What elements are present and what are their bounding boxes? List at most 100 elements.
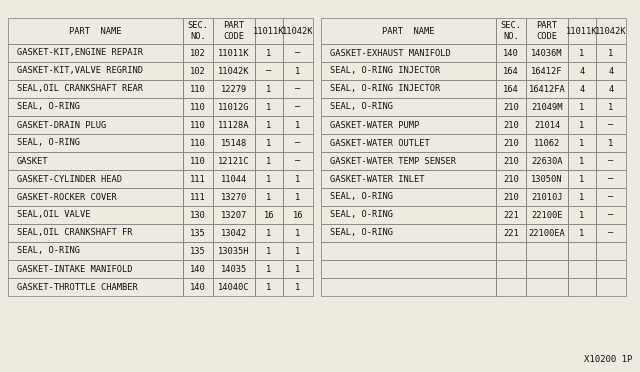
Bar — [321, 134, 496, 152]
Text: GASKET-WATER OUTLET: GASKET-WATER OUTLET — [330, 138, 429, 148]
Text: –: – — [296, 84, 301, 93]
Bar — [596, 278, 626, 296]
Bar — [255, 170, 283, 188]
Text: PART  NAME: PART NAME — [69, 26, 122, 35]
Bar — [255, 188, 283, 206]
Bar — [8, 260, 183, 278]
Text: 210: 210 — [503, 121, 519, 129]
Bar — [596, 18, 626, 44]
Text: GASKET-THROTTLE CHAMBER: GASKET-THROTTLE CHAMBER — [17, 282, 138, 292]
Text: 1: 1 — [579, 48, 584, 58]
Text: 15148: 15148 — [221, 138, 247, 148]
Text: 1: 1 — [579, 211, 584, 219]
Bar — [8, 170, 183, 188]
Bar — [8, 116, 183, 134]
Bar — [568, 260, 596, 278]
Text: 21014: 21014 — [534, 121, 560, 129]
Bar — [321, 260, 496, 278]
Text: SEAL, O-RING: SEAL, O-RING — [330, 103, 393, 112]
Text: GASKET-DRAIN PLUG: GASKET-DRAIN PLUG — [17, 121, 106, 129]
Bar — [8, 206, 183, 224]
Bar — [596, 224, 626, 242]
Text: 210: 210 — [503, 174, 519, 183]
Text: 1: 1 — [266, 264, 271, 273]
Bar — [526, 134, 568, 152]
Bar — [526, 188, 568, 206]
Bar — [568, 134, 596, 152]
Text: 1: 1 — [266, 157, 271, 166]
Text: 22630A: 22630A — [531, 157, 563, 166]
Bar — [496, 242, 526, 260]
Bar — [526, 206, 568, 224]
Bar — [283, 206, 313, 224]
Bar — [183, 260, 213, 278]
Bar — [496, 278, 526, 296]
Bar — [526, 242, 568, 260]
Text: 13270: 13270 — [221, 192, 247, 202]
Text: 11044: 11044 — [221, 174, 247, 183]
Text: 16: 16 — [292, 211, 303, 219]
Text: 1: 1 — [579, 138, 584, 148]
Bar — [183, 62, 213, 80]
Bar — [526, 152, 568, 170]
Text: 14040C: 14040C — [218, 282, 250, 292]
Text: 221: 221 — [503, 228, 519, 237]
Text: –: – — [296, 138, 301, 148]
Text: 13035H: 13035H — [218, 247, 250, 256]
Text: SEAL, O-RING INJECTOR: SEAL, O-RING INJECTOR — [330, 84, 440, 93]
Bar — [8, 242, 183, 260]
Bar — [283, 260, 313, 278]
Text: SEAL, O-RING: SEAL, O-RING — [17, 247, 80, 256]
Text: 11011K: 11011K — [566, 26, 598, 35]
Bar — [496, 80, 526, 98]
Bar — [213, 98, 255, 116]
Text: 11042K: 11042K — [282, 26, 314, 35]
Bar — [568, 152, 596, 170]
Bar — [213, 278, 255, 296]
Bar — [496, 18, 526, 44]
Text: 135: 135 — [190, 247, 206, 256]
Text: –: – — [296, 157, 301, 166]
Bar — [283, 80, 313, 98]
Bar — [183, 224, 213, 242]
Text: 140: 140 — [503, 48, 519, 58]
Text: 135: 135 — [190, 228, 206, 237]
Text: 1: 1 — [266, 247, 271, 256]
Text: 11042K: 11042K — [595, 26, 627, 35]
Bar — [213, 62, 255, 80]
Text: 4: 4 — [579, 67, 584, 76]
Text: GASKET-WATER INLET: GASKET-WATER INLET — [330, 174, 424, 183]
Bar — [183, 80, 213, 98]
Text: 1: 1 — [296, 192, 301, 202]
Bar — [183, 134, 213, 152]
Text: 11011K: 11011K — [253, 26, 285, 35]
Bar — [321, 80, 496, 98]
Text: 164: 164 — [503, 67, 519, 76]
Text: 1: 1 — [266, 174, 271, 183]
Text: SEAL, O-RING: SEAL, O-RING — [17, 103, 80, 112]
Bar — [213, 224, 255, 242]
Text: PART  NAME: PART NAME — [382, 26, 435, 35]
Text: SEC.
NO.: SEC. NO. — [500, 21, 522, 41]
Text: 1: 1 — [579, 192, 584, 202]
Text: SEAL, O-RING: SEAL, O-RING — [17, 138, 80, 148]
Bar — [568, 80, 596, 98]
Text: 1: 1 — [296, 67, 301, 76]
Bar — [321, 62, 496, 80]
Bar — [526, 170, 568, 188]
Bar — [213, 18, 255, 44]
Bar — [183, 242, 213, 260]
Text: GASKET-CYLINDER HEAD: GASKET-CYLINDER HEAD — [17, 174, 122, 183]
Bar — [568, 188, 596, 206]
Text: 11011K: 11011K — [218, 48, 250, 58]
Bar — [213, 170, 255, 188]
Text: 14035: 14035 — [221, 264, 247, 273]
Bar — [496, 98, 526, 116]
Bar — [255, 242, 283, 260]
Text: –: – — [296, 103, 301, 112]
Bar — [8, 224, 183, 242]
Text: 111: 111 — [190, 192, 206, 202]
Text: 1: 1 — [296, 228, 301, 237]
Bar — [596, 134, 626, 152]
Text: 110: 110 — [190, 103, 206, 112]
